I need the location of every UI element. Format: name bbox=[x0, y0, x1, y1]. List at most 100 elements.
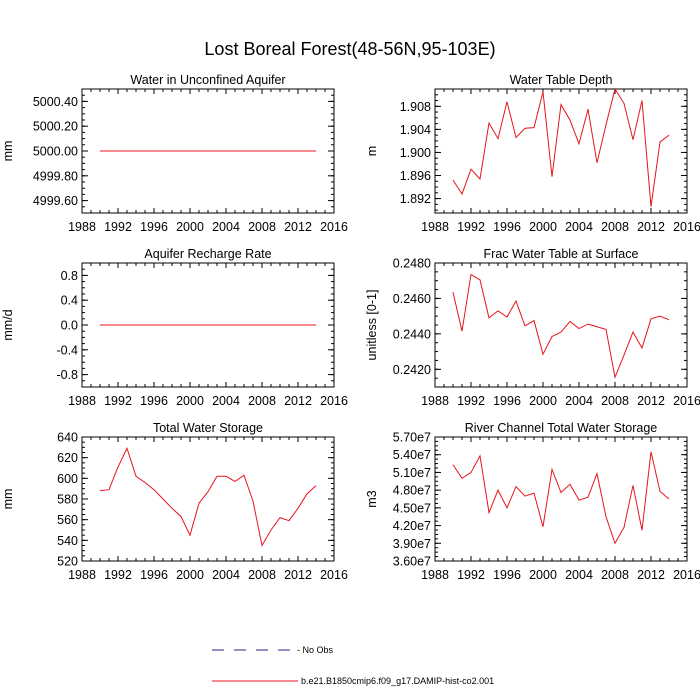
x-tick-label: 1996 bbox=[493, 394, 521, 408]
x-tick-label: 2008 bbox=[601, 568, 629, 582]
series-line bbox=[99, 447, 317, 547]
x-tick-label: 1992 bbox=[104, 394, 132, 408]
y-tick-label: 0.2440 bbox=[393, 327, 431, 341]
x-tick-label: 2000 bbox=[176, 220, 204, 234]
x-tick-label: 2012 bbox=[637, 394, 665, 408]
x-tick-label: 2004 bbox=[565, 394, 593, 408]
y-tick-label: 3.60e7 bbox=[393, 555, 431, 569]
y-tick-label: 5.40e7 bbox=[393, 448, 431, 462]
panel-title: Frac Water Table at Surface bbox=[484, 247, 639, 261]
x-tick-label: 2016 bbox=[673, 220, 700, 234]
x-tick-label: 2016 bbox=[320, 568, 348, 582]
x-tick-label: 2004 bbox=[565, 220, 593, 234]
panel-1: Water in Unconfined Aquifer 1988 1992 1996 2… bbox=[1, 73, 348, 234]
panel-title: Total Water Storage bbox=[153, 421, 263, 435]
x-tick-label: 1996 bbox=[140, 220, 168, 234]
x-tick-label: 2016 bbox=[320, 220, 348, 234]
series-line bbox=[452, 273, 670, 380]
y-tick-label: 0.2420 bbox=[393, 363, 431, 377]
x-tick-label: 2000 bbox=[176, 394, 204, 408]
panel-2: Water Table Depth 1988 1992 1996 2000 2004 200… bbox=[365, 73, 700, 234]
y-axis-label: mm bbox=[1, 489, 15, 510]
x-tick-label: 2004 bbox=[212, 220, 240, 234]
panel-4: Frac Water Table at Surface 1988 1992 1996 2… bbox=[365, 247, 700, 408]
y-tick-label: 1.892 bbox=[400, 192, 431, 206]
y-tick-label: 520 bbox=[57, 555, 78, 569]
y-tick-label: 1.908 bbox=[400, 100, 431, 114]
y-tick-label: 0.2460 bbox=[393, 292, 431, 306]
x-tick-label: 2016 bbox=[673, 568, 700, 582]
y-tick-label: 640 bbox=[57, 431, 78, 445]
panel-title: Water in Unconfined Aquifer bbox=[130, 73, 285, 87]
legend: - No Obs b.e21.B1850cmip6.f09_g17.DAMIP-… bbox=[212, 645, 494, 686]
y-tick-label: 620 bbox=[57, 451, 78, 465]
panel-title: Aquifer Recharge Rate bbox=[144, 247, 271, 261]
y-tick-label: 5.70e7 bbox=[393, 431, 431, 445]
y-tick-label: 1.904 bbox=[400, 123, 431, 137]
y-tick-label: 1.900 bbox=[400, 146, 431, 160]
x-tick-label: 1988 bbox=[68, 568, 96, 582]
y-tick-label: 580 bbox=[57, 493, 78, 507]
y-axis-label: mm bbox=[1, 141, 15, 162]
y-axis-label: m3 bbox=[365, 490, 379, 507]
y-tick-label: 5.10e7 bbox=[393, 466, 431, 480]
x-tick-label: 2016 bbox=[320, 394, 348, 408]
legend-obs-label: - No Obs bbox=[297, 645, 334, 655]
x-tick-label: 2008 bbox=[601, 394, 629, 408]
x-tick-label: 2000 bbox=[529, 568, 557, 582]
x-tick-label: 2000 bbox=[529, 394, 557, 408]
x-tick-label: 2008 bbox=[248, 220, 276, 234]
x-tick-label: 2016 bbox=[673, 394, 700, 408]
y-tick-label: 0.2480 bbox=[393, 257, 431, 271]
y-tick-label: 4.50e7 bbox=[393, 501, 431, 515]
y-tick-label: 5000.00 bbox=[33, 145, 78, 159]
panel-5: Total Water Storage 1988 1992 1996 2000 2004 2… bbox=[1, 421, 348, 582]
y-tick-label: 5000.20 bbox=[33, 120, 78, 134]
y-axis-label: unitless [0-1] bbox=[365, 290, 379, 361]
panel-3: Aquifer Recharge Rate 1988 1992 1996 2000 200… bbox=[1, 247, 348, 408]
x-tick-label: 1996 bbox=[140, 568, 168, 582]
y-tick-label: 4999.80 bbox=[33, 169, 78, 183]
y-tick-label: 4.80e7 bbox=[393, 484, 431, 498]
x-tick-label: 2000 bbox=[176, 568, 204, 582]
x-tick-label: 2012 bbox=[637, 568, 665, 582]
x-tick-label: 2012 bbox=[284, 568, 312, 582]
x-tick-label: 1992 bbox=[104, 220, 132, 234]
x-tick-label: 2004 bbox=[212, 568, 240, 582]
plot-frame bbox=[81, 436, 335, 562]
y-tick-label: 0.4 bbox=[61, 294, 78, 308]
x-tick-label: 2012 bbox=[284, 220, 312, 234]
x-tick-label: 2008 bbox=[248, 568, 276, 582]
x-tick-label: 1988 bbox=[421, 220, 449, 234]
x-tick-label: 2012 bbox=[637, 220, 665, 234]
x-tick-label: 1992 bbox=[457, 568, 485, 582]
series-line bbox=[452, 87, 670, 207]
y-axis-label: mm/d bbox=[1, 309, 15, 340]
x-tick-label: 2012 bbox=[284, 394, 312, 408]
x-tick-label: 1992 bbox=[457, 394, 485, 408]
y-tick-label: 3.90e7 bbox=[393, 537, 431, 551]
x-tick-label: 1992 bbox=[104, 568, 132, 582]
plot-frame bbox=[434, 436, 688, 562]
x-tick-label: 2000 bbox=[529, 220, 557, 234]
x-tick-label: 1992 bbox=[457, 220, 485, 234]
x-tick-label: 2004 bbox=[565, 568, 593, 582]
x-tick-label: 2008 bbox=[601, 220, 629, 234]
panel-title: River Channel Total Water Storage bbox=[465, 421, 658, 435]
y-tick-label: 0.0 bbox=[61, 319, 78, 333]
x-tick-label: 1988 bbox=[421, 394, 449, 408]
x-tick-label: 1988 bbox=[68, 220, 96, 234]
x-tick-label: 1996 bbox=[493, 568, 521, 582]
y-tick-label: 1.896 bbox=[400, 169, 431, 183]
y-tick-label: 5000.40 bbox=[33, 95, 78, 109]
y-tick-label: -0.4 bbox=[56, 343, 78, 357]
x-tick-label: 1988 bbox=[421, 568, 449, 582]
y-tick-label: 600 bbox=[57, 472, 78, 486]
panel-title: Water Table Depth bbox=[510, 73, 613, 87]
x-tick-label: 2008 bbox=[248, 394, 276, 408]
x-tick-label: 1996 bbox=[493, 220, 521, 234]
x-tick-label: 2004 bbox=[212, 394, 240, 408]
y-tick-label: 0.8 bbox=[61, 269, 78, 283]
x-tick-label: 1996 bbox=[140, 394, 168, 408]
